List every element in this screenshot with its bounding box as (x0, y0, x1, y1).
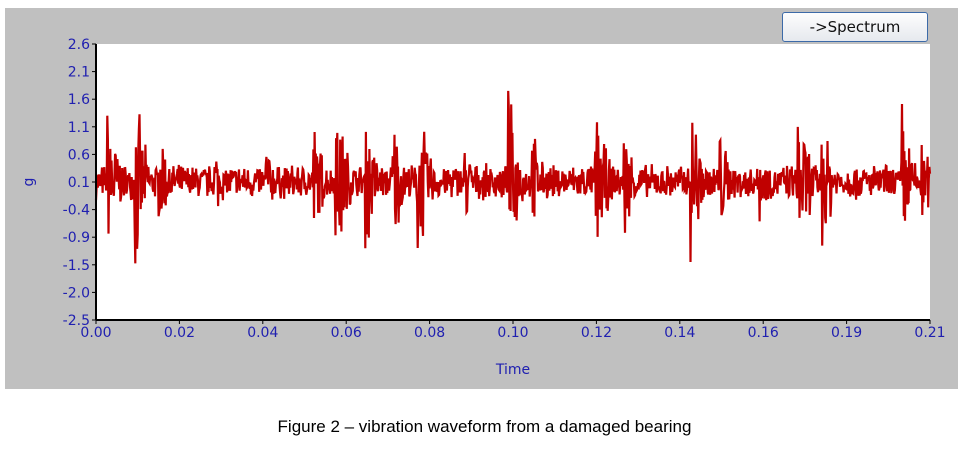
x-tick-label: 0.16 (748, 325, 779, 341)
waveform-chart: 2.62.11.61.10.60.1-0.4-0.9-1.5-2.0-2.50.… (21, 37, 946, 378)
y-tick-label: 2.6 (68, 37, 90, 53)
x-tick-label: 0.06 (331, 325, 362, 341)
spectrum-button[interactable]: ->Spectrum (782, 12, 928, 42)
x-tick-label: 0.02 (164, 325, 195, 341)
y-tick-label: -0.9 (63, 230, 90, 246)
y-tick-label: 1.6 (68, 92, 90, 108)
y-tick-label: 1.1 (68, 120, 90, 136)
waveform-line (94, 90, 932, 264)
figure-caption: Figure 2 – vibration waveform from a dam… (277, 417, 692, 436)
x-tick-label: 0.21 (914, 325, 945, 341)
x-tick-label: 0.10 (497, 325, 528, 341)
y-tick-label: -2.5 (63, 313, 90, 329)
y-tick-label: 2.1 (68, 65, 90, 81)
y-tick-label: -0.4 (63, 203, 90, 219)
y-axis-label: g (21, 178, 37, 187)
x-axis-label: Time (495, 362, 530, 378)
x-tick-label: 0.08 (414, 325, 445, 341)
x-tick-label: 0.00 (80, 325, 111, 341)
waveform-series (94, 90, 932, 264)
x-tick-label: 0.14 (664, 325, 695, 341)
x-tick-label: 0.04 (247, 325, 278, 341)
y-tick-label: 0.6 (68, 147, 90, 163)
y-tick-label: 0.1 (68, 175, 90, 191)
x-tick-label: 0.19 (831, 325, 862, 341)
y-tick-label: -1.5 (63, 258, 90, 274)
x-tick-label: 0.12 (581, 325, 612, 341)
y-tick-label: -2.0 (63, 285, 90, 301)
